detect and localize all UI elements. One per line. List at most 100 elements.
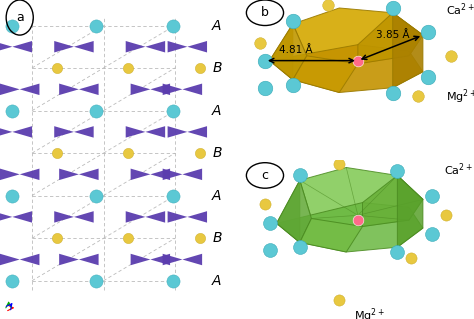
Point bbox=[393, 168, 401, 173]
Point bbox=[196, 236, 203, 241]
Point bbox=[354, 218, 362, 223]
Polygon shape bbox=[150, 254, 170, 265]
Point bbox=[389, 5, 396, 11]
Point bbox=[424, 29, 431, 34]
Text: A: A bbox=[212, 19, 222, 33]
Point bbox=[92, 108, 100, 113]
Polygon shape bbox=[0, 126, 12, 138]
Polygon shape bbox=[187, 41, 207, 53]
Polygon shape bbox=[168, 126, 187, 138]
Polygon shape bbox=[168, 41, 187, 53]
Point bbox=[9, 23, 16, 28]
Text: Ca$^{2+}$: Ca$^{2+}$ bbox=[444, 161, 473, 178]
Polygon shape bbox=[163, 168, 182, 180]
Polygon shape bbox=[358, 13, 423, 64]
Polygon shape bbox=[182, 254, 202, 265]
Polygon shape bbox=[79, 254, 99, 265]
Polygon shape bbox=[131, 84, 150, 95]
Polygon shape bbox=[300, 167, 423, 226]
Polygon shape bbox=[363, 175, 423, 226]
Point bbox=[9, 108, 16, 113]
Point bbox=[408, 256, 415, 261]
Polygon shape bbox=[168, 211, 187, 223]
Polygon shape bbox=[54, 41, 74, 53]
Polygon shape bbox=[187, 126, 207, 138]
Point bbox=[266, 221, 273, 226]
Point bbox=[9, 278, 16, 283]
Polygon shape bbox=[150, 84, 170, 95]
Point bbox=[414, 93, 422, 98]
Point bbox=[53, 65, 61, 70]
Polygon shape bbox=[163, 254, 182, 265]
Polygon shape bbox=[74, 211, 94, 223]
Polygon shape bbox=[397, 175, 423, 247]
Point bbox=[256, 41, 264, 46]
Polygon shape bbox=[74, 126, 94, 138]
Point bbox=[336, 162, 343, 167]
Point bbox=[169, 278, 176, 283]
Point bbox=[196, 65, 203, 70]
Point bbox=[261, 202, 269, 207]
Point bbox=[92, 278, 100, 283]
Polygon shape bbox=[0, 254, 20, 265]
Polygon shape bbox=[59, 84, 79, 95]
Polygon shape bbox=[12, 211, 32, 223]
Point bbox=[296, 173, 303, 178]
Text: b: b bbox=[261, 6, 269, 19]
Point bbox=[442, 213, 450, 218]
Text: A: A bbox=[212, 274, 222, 288]
Polygon shape bbox=[150, 168, 170, 180]
Polygon shape bbox=[126, 41, 146, 53]
Point bbox=[9, 193, 16, 198]
Point bbox=[261, 58, 269, 63]
Polygon shape bbox=[270, 24, 293, 80]
Polygon shape bbox=[270, 24, 307, 80]
Polygon shape bbox=[54, 211, 74, 223]
Point bbox=[296, 245, 303, 250]
Text: 4.81 Å: 4.81 Å bbox=[279, 45, 312, 55]
Text: B: B bbox=[212, 146, 222, 160]
Polygon shape bbox=[277, 180, 311, 242]
Polygon shape bbox=[163, 84, 182, 95]
Polygon shape bbox=[12, 41, 32, 53]
Polygon shape bbox=[187, 211, 207, 223]
Polygon shape bbox=[270, 45, 423, 93]
Point bbox=[428, 232, 436, 237]
Polygon shape bbox=[20, 84, 39, 95]
Point bbox=[393, 249, 401, 255]
Polygon shape bbox=[54, 126, 74, 138]
Polygon shape bbox=[0, 84, 20, 95]
Polygon shape bbox=[146, 126, 165, 138]
Polygon shape bbox=[126, 211, 146, 223]
Point bbox=[169, 193, 176, 198]
Polygon shape bbox=[0, 168, 20, 180]
Point bbox=[289, 82, 297, 87]
Point bbox=[447, 53, 455, 58]
Polygon shape bbox=[20, 168, 39, 180]
Polygon shape bbox=[277, 203, 423, 252]
Polygon shape bbox=[79, 168, 99, 180]
Text: B: B bbox=[212, 231, 222, 245]
Polygon shape bbox=[59, 254, 79, 265]
Polygon shape bbox=[12, 126, 32, 138]
Text: a: a bbox=[16, 11, 24, 24]
Polygon shape bbox=[392, 13, 423, 88]
Polygon shape bbox=[0, 41, 12, 53]
Polygon shape bbox=[131, 254, 150, 265]
Point bbox=[389, 90, 396, 95]
Point bbox=[266, 248, 273, 253]
Point bbox=[261, 85, 269, 90]
Text: 3.85 Å: 3.85 Å bbox=[376, 30, 410, 40]
Text: Mg$^{2+}$: Mg$^{2+}$ bbox=[354, 306, 385, 319]
Text: Ca$^{2+}$: Ca$^{2+}$ bbox=[446, 2, 474, 18]
Polygon shape bbox=[131, 168, 150, 180]
Polygon shape bbox=[59, 168, 79, 180]
Point bbox=[428, 194, 436, 199]
Polygon shape bbox=[300, 219, 363, 252]
Point bbox=[53, 151, 61, 156]
Polygon shape bbox=[0, 211, 12, 223]
Polygon shape bbox=[146, 211, 165, 223]
Point bbox=[124, 65, 132, 70]
Point bbox=[53, 236, 61, 241]
Point bbox=[92, 193, 100, 198]
